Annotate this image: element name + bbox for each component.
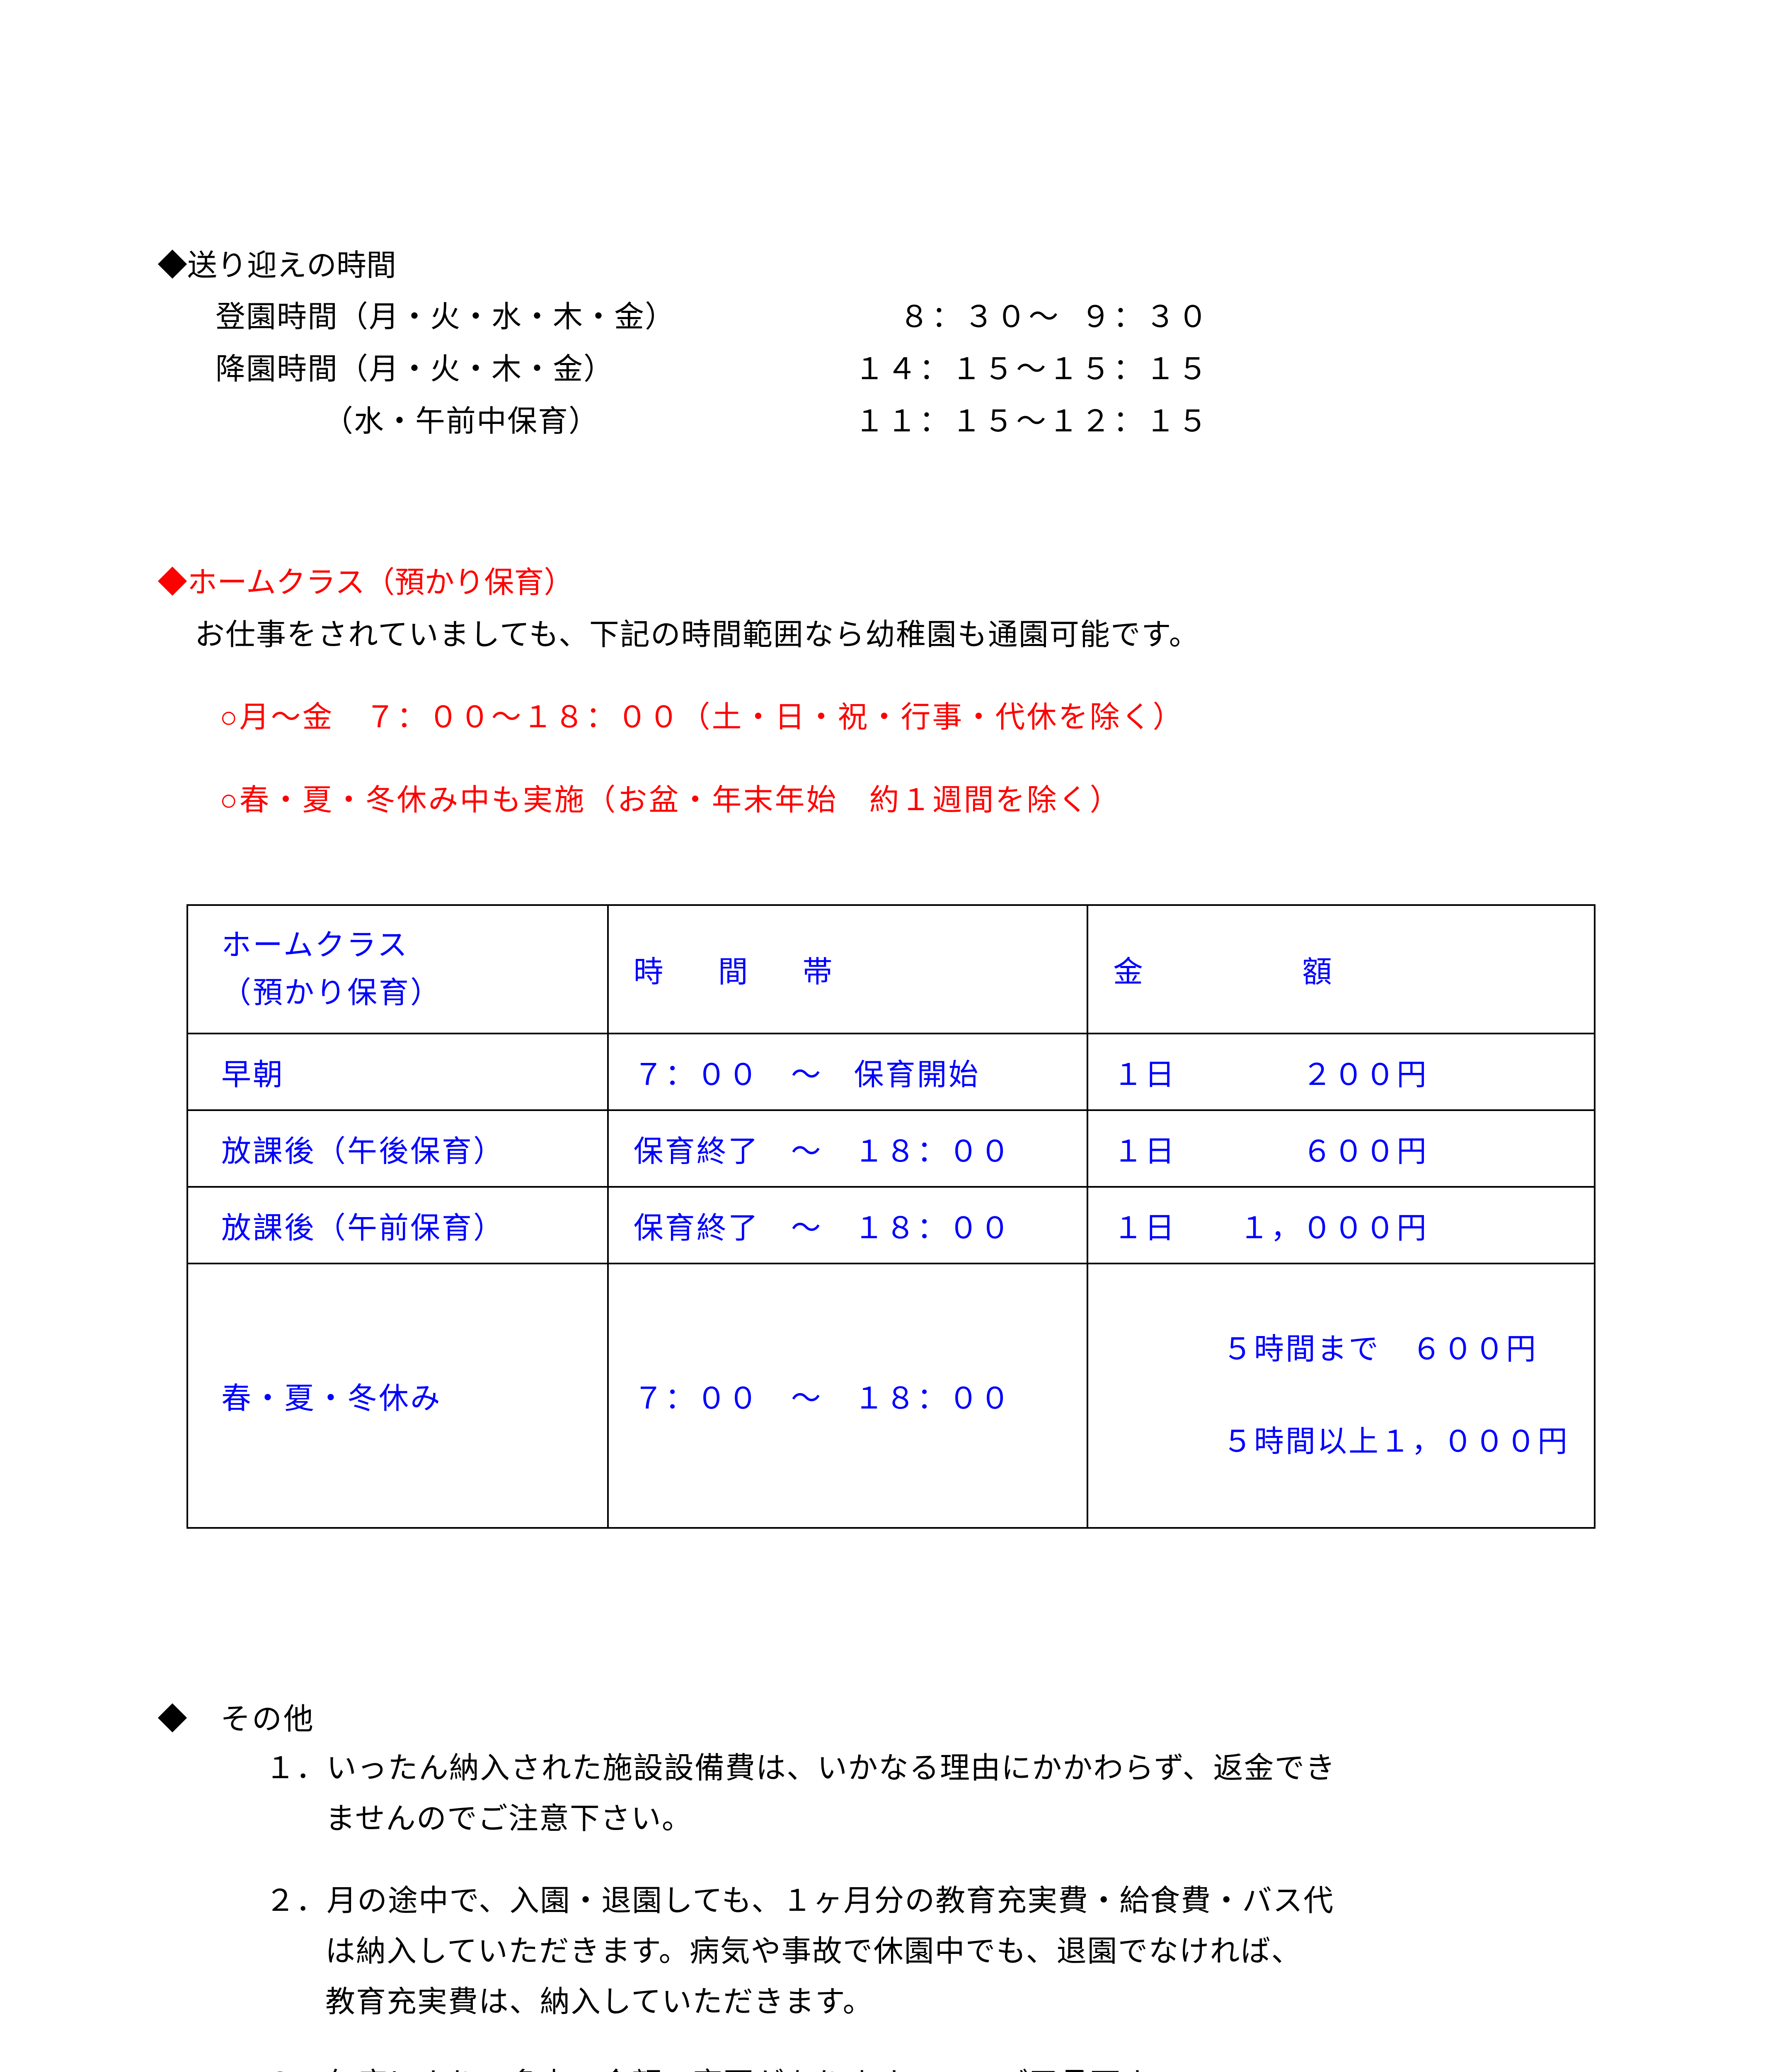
item-number: ３．	[265, 2059, 327, 2072]
table-row: 春・夏・冬休み ７：００ ～ １８：００ ５時間まで ６００円 ５時間以上１，０…	[187, 1264, 1595, 1528]
cell-price-line1: ５時間まで ６００円	[1223, 1333, 1537, 1366]
cell-name: 春・夏・冬休み	[187, 1264, 608, 1528]
section2: ◆ホームクラス（預かり保育） お仕事をされていましても、下記の時間範囲なら幼稚園…	[157, 557, 1625, 1529]
th-price: 金 額	[1087, 905, 1595, 1034]
schedule-row: 降園時間（月・火・木・金） １４：１５～１５：１５	[215, 343, 1625, 395]
th-time: 時 間 帯	[608, 905, 1087, 1034]
schedule-row: 登園時間（月・火・水・木・金） ８：３０～ ９：３０	[215, 291, 1625, 343]
schedule-label: 登園時間（月・火・水・木・金）	[215, 291, 837, 343]
cell-time: 保育終了 ～ １８：００	[608, 1110, 1087, 1187]
homeclass-table: ホームクラス （預かり保育） 時 間 帯 金 額 早朝 ７：００ ～ 保育開始 …	[186, 904, 1596, 1529]
document-page: ◆送り迎えの時間 登園時間（月・火・水・木・金） ８：３０～ ９：３０ 降園時間…	[157, 240, 1625, 2072]
diamond-icon: ◆	[157, 566, 187, 599]
item-continuation: ませんのでご注意下さい。	[325, 1794, 1625, 1844]
item-continuation: は納入していただきます。病気や事故で休園中でも、退園でなければ、	[325, 1926, 1625, 1977]
other-item: １．いったん納入された施設設備費は、いかなる理由にかかわらず、返金でき ませんの…	[265, 1743, 1625, 1844]
schedule-block: 登園時間（月・火・水・木・金） ８：３０～ ９：３０ 降園時間（月・火・木・金）…	[215, 291, 1625, 448]
section2-heading-text: ホームクラス（預かり保育）	[187, 566, 574, 599]
th-name: ホームクラス （預かり保育）	[187, 905, 608, 1034]
table-row: 放課後（午後保育） 保育終了 ～ １８：００ １日 ６００円	[187, 1110, 1595, 1187]
cell-price: ５時間まで ６００円 ５時間以上１，０００円	[1087, 1264, 1595, 1528]
section2-line3: ○春・夏・冬休み中も実施（お盆・年末年始 約１週間を除く）	[220, 774, 1625, 828]
cell-name: 早朝	[187, 1034, 608, 1110]
item-number: ２．	[265, 1876, 327, 1926]
section3-heading: ◆ その他	[157, 1694, 1625, 1738]
section2-line2: ○月～金 ７：００～１８：００（土・日・祝・行事・代休を除く）	[220, 691, 1625, 745]
cell-time: ７：００ ～ 保育開始	[608, 1034, 1087, 1110]
section2-heading: ◆ホームクラス（預かり保育）	[157, 557, 1625, 608]
cell-time: 保育終了 ～ １８：００	[608, 1187, 1087, 1264]
schedule-time: １１：１５～１２：１５	[837, 395, 1210, 448]
homeclass-table-wrap: ホームクラス （預かり保育） 時 間 帯 金 額 早朝 ７：００ ～ 保育開始 …	[186, 904, 1625, 1529]
cell-time: ７：００ ～ １８：００	[608, 1264, 1087, 1528]
other-item: ２．月の途中で、入園・退園しても、１ヶ月分の教育充実費・給食費・バス代 は納入し…	[265, 1876, 1625, 2028]
table-header-row: ホームクラス （預かり保育） 時 間 帯 金 額	[187, 905, 1595, 1034]
cell-price: １日 ２００円	[1087, 1034, 1595, 1110]
section3: ◆ その他 １．いったん納入された施設設備費は、いかなる理由にかかわらず、返金で…	[157, 1694, 1625, 2072]
table-row: 放課後（午前保育） 保育終了 ～ １８：００ １日 １，０００円	[187, 1187, 1595, 1264]
schedule-time: ８：３０～ ９：３０	[837, 291, 1210, 343]
item-text: いったん納入された施設設備費は、いかなる理由にかかわらず、返金でき	[327, 1752, 1336, 1785]
schedule-label: （水・午前中保育）	[215, 395, 837, 448]
cell-price: １日 ６００円	[1087, 1110, 1595, 1187]
other-list: １．いったん納入された施設設備費は、いかなる理由にかかわらず、返金でき ませんの…	[265, 1743, 1625, 2072]
section1-heading: ◆送り迎えの時間	[157, 240, 1625, 291]
cell-name: 放課後（午後保育）	[187, 1110, 608, 1187]
cell-price: １日 １，０００円	[1087, 1187, 1595, 1264]
table-row: 早朝 ７：００ ～ 保育開始 １日 ２００円	[187, 1034, 1595, 1110]
item-text: 年度により、多少の金額の変更がありますので、ご了承下さい。	[327, 2067, 1213, 2072]
item-text: 月の途中で、入園・退園しても、１ヶ月分の教育充実費・給食費・バス代	[327, 1884, 1334, 1917]
th-name-line1: ホームクラス	[221, 929, 409, 962]
cell-name: 放課後（午前保育）	[187, 1187, 608, 1264]
schedule-label: 降園時間（月・火・木・金）	[215, 343, 837, 395]
schedule-row: （水・午前中保育） １１：１５～１２：１５	[215, 395, 1625, 448]
section2-line1: お仕事をされていましても、下記の時間範囲なら幼稚園も通園可能です。	[195, 608, 1625, 662]
item-number: １．	[265, 1743, 327, 1794]
cell-price-line2: ５時間以上１，０００円	[1223, 1425, 1569, 1458]
th-name-line2: （預かり保育）	[221, 976, 442, 1009]
other-item: ３．年度により、多少の金額の変更がありますので、ご了承下さい。	[265, 2059, 1625, 2072]
schedule-time: １４：１５～１５：１５	[837, 343, 1210, 395]
item-continuation: 教育充実費は、納入していただきます。	[325, 1977, 1625, 2027]
